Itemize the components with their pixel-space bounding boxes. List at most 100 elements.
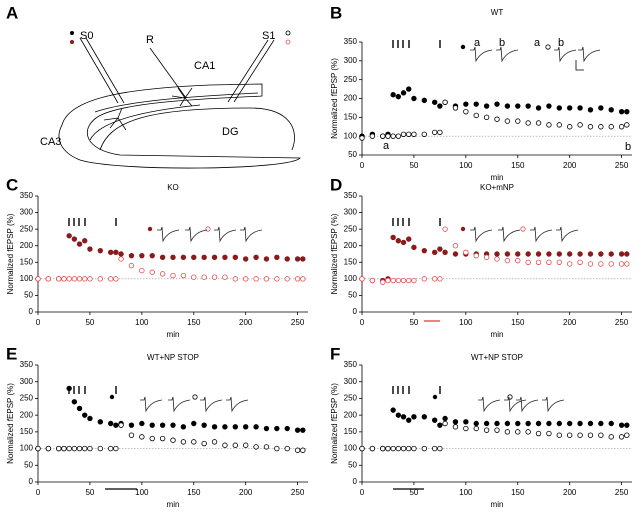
data-point <box>191 420 197 427</box>
data-point <box>535 105 542 111</box>
data-point <box>431 445 438 452</box>
data-point <box>380 445 386 452</box>
data-point <box>390 445 396 452</box>
data-point <box>406 131 412 137</box>
data-point <box>35 276 41 282</box>
data-point <box>587 107 594 113</box>
data-point <box>87 445 93 452</box>
data-point <box>504 429 511 435</box>
data-point <box>395 93 402 100</box>
y-tick-label: 350 <box>344 360 358 369</box>
data-point <box>608 261 614 267</box>
data-point <box>504 420 511 427</box>
data-point <box>535 430 542 437</box>
data-point <box>274 254 280 261</box>
diagram-label: S0 <box>80 30 93 42</box>
y-tick-label: 250 <box>20 394 34 403</box>
x-axis-label: min <box>167 500 180 509</box>
data-point <box>624 108 630 115</box>
data-point <box>97 276 104 282</box>
y-tick-label: 100 <box>344 444 358 453</box>
data-point <box>452 424 459 430</box>
y-tick-label: 350 <box>344 37 358 46</box>
data-point <box>556 420 563 427</box>
data-point <box>380 279 386 285</box>
data-point <box>473 101 479 107</box>
data-point <box>556 122 563 128</box>
panel-label: C <box>6 175 18 194</box>
trace <box>542 396 565 413</box>
data-point <box>587 420 594 427</box>
annotation: a <box>383 140 390 152</box>
data-point <box>97 445 104 452</box>
x-tick-label: 150 <box>511 161 525 170</box>
x-tick-label: 200 <box>239 318 253 327</box>
data-point <box>87 276 93 282</box>
data-point <box>191 254 197 261</box>
data-point <box>546 122 552 128</box>
y-tick-label: 100 <box>20 274 34 283</box>
data-point <box>598 420 604 427</box>
data-point <box>535 259 542 265</box>
data-point <box>566 261 573 267</box>
data-point <box>598 124 604 130</box>
data-point <box>608 434 614 440</box>
data-point <box>274 276 280 282</box>
data-point <box>180 272 187 279</box>
data-point <box>211 439 218 445</box>
data-point <box>406 86 412 92</box>
data-point <box>222 254 228 261</box>
trace <box>496 46 519 63</box>
trace <box>214 226 237 243</box>
panel-label: A <box>6 3 18 22</box>
data-point <box>35 445 41 452</box>
data-point <box>442 415 448 422</box>
data-point <box>149 269 155 275</box>
trace <box>200 396 223 413</box>
x-tick-label: 100 <box>135 318 149 327</box>
data-point <box>431 276 438 282</box>
data-point <box>400 90 407 96</box>
data-point <box>535 420 542 427</box>
data-point <box>566 251 573 257</box>
data-point <box>437 422 443 428</box>
data-point <box>535 251 542 257</box>
data-point <box>566 420 573 427</box>
data-point <box>452 243 459 249</box>
data-point <box>385 133 391 139</box>
y-axis-label: Normalized fEPSP (%) <box>6 383 15 464</box>
data-point <box>113 422 119 428</box>
x-tick-label: 250 <box>291 488 305 497</box>
y-tick-label: 50 <box>24 291 33 300</box>
data-point <box>274 425 280 432</box>
data-point <box>395 445 402 452</box>
data-point <box>452 251 459 257</box>
data-point <box>359 445 365 452</box>
x-axis-label: min <box>491 330 504 339</box>
inset-marker <box>520 226 526 232</box>
data-point <box>180 439 187 445</box>
data-point <box>232 254 239 261</box>
data-point <box>577 420 583 427</box>
y-tick-label: 0 <box>29 477 34 486</box>
data-point <box>608 420 614 427</box>
data-point <box>494 251 500 257</box>
x-tick-label: 0 <box>360 488 365 497</box>
data-point <box>149 252 155 259</box>
y-tick-label: 150 <box>344 112 358 121</box>
y-tick-label: 350 <box>344 191 358 200</box>
axis <box>361 42 632 156</box>
data-point <box>566 105 573 111</box>
data-point <box>546 430 552 437</box>
data-point <box>525 251 531 257</box>
data-point <box>232 442 239 448</box>
trace <box>578 46 601 63</box>
data-point <box>442 249 448 256</box>
data-point <box>504 257 511 264</box>
inset-marker <box>147 226 153 232</box>
trace <box>157 226 180 243</box>
data-point <box>263 444 270 450</box>
inset-marker <box>432 394 438 400</box>
data-point <box>624 251 630 257</box>
data-point <box>442 420 448 427</box>
